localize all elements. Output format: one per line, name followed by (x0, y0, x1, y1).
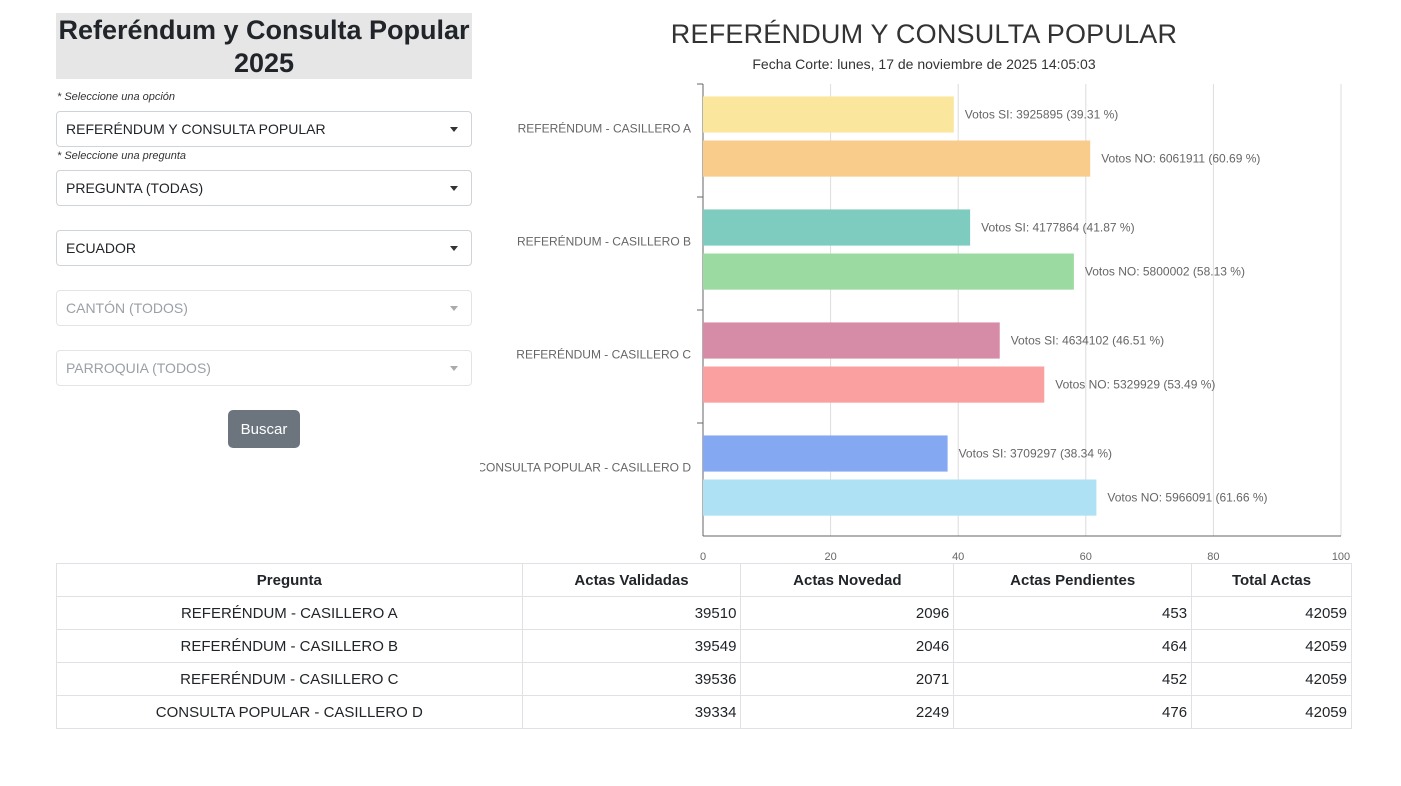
table-row: REFERÉNDUM - CASILLERO A 39510 2096 453 … (56, 596, 1352, 630)
bar-si (703, 322, 1000, 359)
question-cell: REFERÉNDUM - CASILLERO B (56, 629, 523, 663)
novelty-cell: 2249 (740, 695, 955, 729)
total-cell: 42059 (1191, 695, 1352, 729)
x-tick-label: 80 (1207, 551, 1219, 563)
option-select-value: REFERÉNDUM Y CONSULTA POPULAR (66, 121, 326, 137)
x-tick-label: 0 (700, 551, 706, 563)
chevron-down-icon (450, 246, 458, 251)
table-header-row: Pregunta Actas Validadas Actas Novedad A… (56, 563, 1352, 597)
bar-si (703, 435, 948, 472)
category-label: REFERÉNDUM - CASILLERO B (517, 234, 691, 249)
province-select[interactable]: ECUADOR (56, 230, 472, 266)
province-select-value: ECUADOR (66, 240, 137, 256)
x-tick-label: 100 (1332, 551, 1350, 563)
table-row: REFERÉNDUM - CASILLERO C 39536 2071 452 … (56, 662, 1352, 696)
question-cell: CONSULTA POPULAR - CASILLERO D (56, 695, 523, 729)
canton-select[interactable]: CANTÓN (TODOS) (56, 290, 472, 326)
column-header: Actas Novedad (740, 563, 955, 597)
bar-data-label: Votos NO: 5800002 (58.13 %) (1085, 265, 1245, 279)
option-hint: * Seleccione una opción (57, 91, 176, 103)
question-select[interactable]: PREGUNTA (TODAS) (56, 170, 472, 206)
total-cell: 42059 (1191, 662, 1352, 696)
column-header: Total Actas (1191, 563, 1352, 597)
bar-data-label: Votos NO: 5966091 (61.66 %) (1107, 491, 1267, 505)
bar-data-label: Votos SI: 4177864 (41.87 %) (981, 221, 1134, 235)
chevron-down-icon (450, 127, 458, 132)
pending-cell: 453 (953, 596, 1193, 630)
page-title: Referéndum y Consulta Popular 2025 (56, 13, 472, 79)
table-row: REFERÉNDUM - CASILLERO B 39549 2046 464 … (56, 629, 1352, 663)
validated-cell: 39334 (521, 695, 742, 729)
bar-si (703, 209, 971, 246)
validated-cell: 39536 (521, 662, 742, 696)
category-label: REFERÉNDUM - CASILLERO C (516, 347, 691, 362)
bar-no (703, 140, 1091, 177)
question-select-value: PREGUNTA (TODAS) (66, 180, 204, 196)
pending-cell: 464 (953, 629, 1193, 663)
option-select[interactable]: REFERÉNDUM Y CONSULTA POPULAR (56, 111, 472, 147)
novelty-cell: 2096 (740, 596, 955, 630)
column-header: Actas Validadas (521, 563, 742, 597)
category-label: CONSULTA POPULAR - CASILLERO D (480, 461, 691, 475)
question-cell: REFERÉNDUM - CASILLERO A (56, 596, 523, 630)
bar-no (703, 366, 1045, 403)
question-hint: * Seleccione una pregunta (57, 150, 187, 162)
chevron-down-icon (450, 366, 458, 371)
bar-data-label: Votos SI: 3925895 (39.31 %) (965, 108, 1118, 122)
total-cell: 42059 (1191, 596, 1352, 630)
bar-data-label: Votos NO: 5329929 (53.49 %) (1055, 378, 1215, 392)
pending-cell: 452 (953, 662, 1193, 696)
bar-data-label: Votos NO: 6061911 (60.69 %) (1101, 152, 1260, 166)
column-header: Pregunta (56, 563, 523, 597)
search-button[interactable]: Buscar (228, 410, 300, 448)
bar-si (703, 96, 954, 133)
column-header: Actas Pendientes (953, 563, 1193, 597)
summary-table: Pregunta Actas Validadas Actas Novedad A… (56, 563, 1352, 729)
x-tick-label: 60 (1080, 551, 1092, 563)
chart-subtitle: Fecha Corte: lunes, 17 de noviembre de 2… (752, 56, 1096, 72)
parish-select[interactable]: PARROQUIA (TODOS) (56, 350, 472, 386)
chart-title: REFERÉNDUM Y CONSULTA POPULAR (670, 19, 1178, 49)
pending-cell: 476 (953, 695, 1193, 729)
results-bar-chart: 0 20 40 60 80 100 REFERÉNDUM - CASILLERO A REFE… (480, 83, 1350, 563)
chevron-down-icon (450, 306, 458, 311)
validated-cell: 39549 (521, 629, 742, 663)
bar-data-label: Votos SI: 4634102 (46.51 %) (1011, 334, 1164, 348)
total-cell: 42059 (1191, 629, 1352, 663)
x-tick-label: 40 (952, 551, 964, 563)
canton-select-value: CANTÓN (TODOS) (66, 300, 188, 316)
x-tick-label: 20 (824, 551, 836, 563)
category-label: REFERÉNDUM - CASILLERO A (518, 121, 691, 136)
chevron-down-icon (450, 186, 458, 191)
novelty-cell: 2071 (740, 662, 955, 696)
bar-data-label: Votos SI: 3709297 (38.34 %) (959, 447, 1112, 461)
table-row: CONSULTA POPULAR - CASILLERO D 39334 224… (56, 695, 1352, 729)
question-cell: REFERÉNDUM - CASILLERO C (56, 662, 523, 696)
novelty-cell: 2046 (740, 629, 955, 663)
bar-no (703, 479, 1097, 516)
validated-cell: 39510 (521, 596, 742, 630)
parish-select-value: PARROQUIA (TODOS) (66, 360, 211, 376)
bar-no (703, 253, 1074, 290)
